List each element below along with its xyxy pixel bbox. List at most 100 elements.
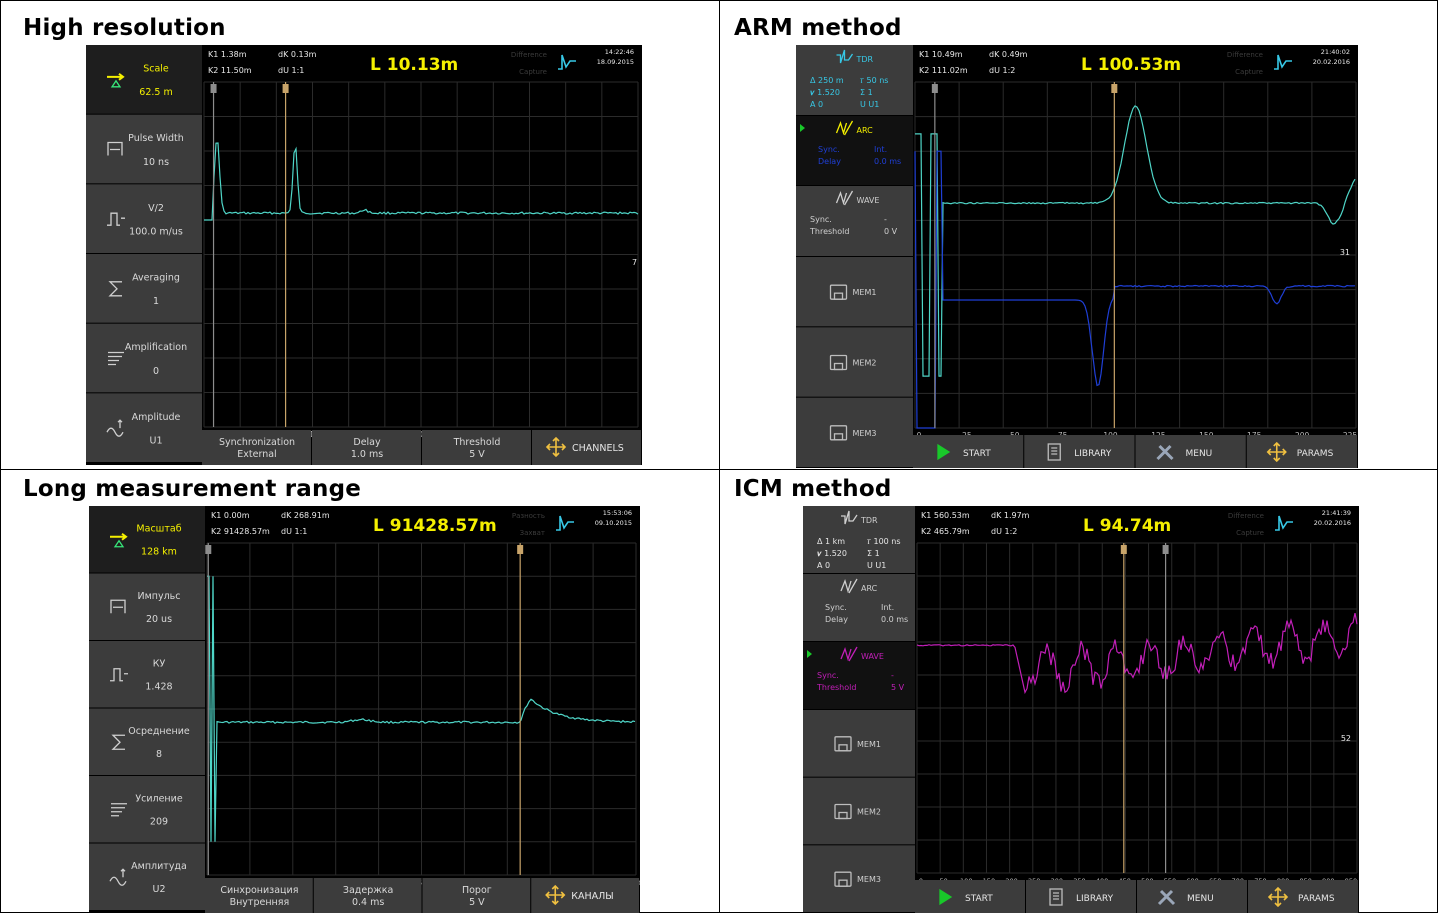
cursor-k2-handle[interactable] — [517, 545, 524, 554]
sidebar-item-velocity[interactable]: КУ 1.428 — [89, 641, 205, 708]
toolbar-button-bg[interactable] — [1248, 880, 1358, 913]
library-button[interactable]: LIBRARY — [1024, 435, 1135, 468]
mode-block-wave[interactable]: WAVE Sync. - Threshold 0 V — [796, 186, 913, 256]
toolbar-button-bg[interactable] — [1024, 435, 1135, 468]
cursor-k2-handle[interactable] — [282, 84, 289, 93]
toolbar-button-3[interactable]: CHANNELS — [532, 430, 641, 465]
toolbar-button-bg[interactable] — [313, 878, 422, 913]
clock-time: 14:22:46 — [605, 48, 634, 56]
toolbar-button-bg[interactable] — [422, 430, 531, 465]
start-button[interactable]: START — [915, 880, 1025, 913]
sidebar-item-bg[interactable] — [89, 776, 205, 843]
move-shape — [545, 436, 567, 458]
toolbar-button-3[interactable]: КАНАЛЫ — [531, 878, 639, 913]
sidebar-item-bg[interactable] — [89, 573, 205, 641]
memory-slot-bg[interactable] — [796, 397, 913, 467]
sidebar-item-bg[interactable] — [86, 184, 202, 253]
sidebar-item-sigma[interactable]: Averaging 1 — [86, 254, 202, 323]
signal-shape — [1274, 54, 1292, 70]
toolbar-button-bg[interactable] — [205, 878, 313, 913]
cursor-k1-handle[interactable] — [931, 84, 938, 93]
mode-block-bg[interactable] — [803, 506, 915, 573]
menu-button[interactable]: MENU — [1135, 435, 1246, 468]
params-button[interactable]: PARAMS — [1248, 880, 1358, 913]
sidebar-item-bg[interactable] — [89, 708, 205, 776]
mode-block-bg[interactable] — [796, 116, 913, 185]
screen-svg: TDR Δ 1 km 𝜏 100 ns 𝝂 1.520 Σ 1 A 0 U U1 ARC Syn… — [803, 506, 1358, 913]
sidebar-item-bg[interactable] — [86, 323, 202, 393]
sidebar-item-bg[interactable] — [89, 641, 205, 708]
sidebar-item-pulse-width[interactable]: Импульс 20 us — [89, 573, 205, 641]
sidebar-item-amplification[interactable]: Усиление 209 — [89, 776, 205, 843]
pulse-shape — [110, 599, 126, 614]
memory-slot-2[interactable]: MEM2 — [796, 327, 913, 397]
mode-block-bg[interactable] — [803, 642, 915, 709]
cursor-k2-handle[interactable] — [1111, 84, 1118, 93]
toolbar-button-bg[interactable] — [202, 430, 311, 465]
mode-block-tdr[interactable]: TDR Δ 250 m 𝜏 50 ns 𝝂 1.520 Σ 1 A 0 U U1 — [796, 45, 913, 115]
sidebar-item-scale[interactable]: Scale 62.5 m — [86, 45, 202, 114]
params-button[interactable]: PARAMS — [1246, 435, 1357, 468]
mode-block-arc[interactable]: ARC Sync. Int. Delay 0.0 ms — [803, 574, 915, 641]
start-button[interactable]: START — [913, 435, 1024, 468]
mode-block-bg[interactable] — [796, 45, 913, 115]
sidebar-item-bg[interactable] — [86, 114, 202, 184]
k1-readout: K1 10.49m — [919, 50, 963, 59]
memory-slot-bg[interactable] — [803, 777, 915, 845]
sidebar-item-velocity[interactable]: V/2 100.0 m/us — [86, 184, 202, 253]
memory-slot-bg[interactable] — [796, 327, 913, 397]
sidebar-item-amplitude[interactable]: Amplitude U1 — [86, 393, 202, 462]
bottom-toolbar: START LIBRARY MENU PARAMS — [915, 880, 1358, 913]
memory-slot-bg[interactable] — [803, 710, 915, 777]
sidebar-item-bg[interactable] — [89, 506, 205, 573]
memory-slot-1[interactable]: MEM1 — [796, 257, 913, 327]
cursor-k1-handle[interactable] — [1162, 545, 1169, 554]
library-button[interactable]: LIBRARY — [1026, 880, 1136, 913]
toolbar-button-bg[interactable] — [312, 430, 421, 465]
mode-block-wave[interactable]: WAVE Sync. - Threshold 5 V — [803, 642, 915, 709]
mode-block-bg[interactable] — [803, 574, 915, 641]
cursor-k1-handle[interactable] — [205, 545, 212, 554]
sidebar-item-bg[interactable] — [86, 45, 202, 114]
toolbar-button-bg[interactable] — [1137, 880, 1247, 913]
memory-slot-bg[interactable] — [796, 257, 913, 327]
sidebar-item-pulse-width[interactable]: Pulse Width 10 ns — [86, 114, 202, 184]
toolbar-button-bg[interactable] — [913, 435, 1024, 468]
toolbar-button-bg[interactable] — [1026, 880, 1136, 913]
mode-capture-label: Capture — [1236, 529, 1264, 537]
memory-slot-2[interactable]: MEM2 — [803, 777, 915, 845]
amplitude-icon — [109, 868, 127, 886]
toolbar-button-bg[interactable] — [422, 878, 531, 913]
toolbar-button-bg[interactable] — [1246, 435, 1357, 468]
reflectogram-trace — [204, 142, 639, 221]
sidebar-item-bg[interactable] — [86, 254, 202, 323]
memory-slot-1[interactable]: MEM1 — [803, 710, 915, 777]
toolbar-button-bg[interactable] — [1135, 435, 1246, 468]
signal-icon — [558, 54, 576, 70]
sidebar-item-sigma[interactable]: Осреднение 8 — [89, 708, 205, 776]
arc-shape — [835, 120, 854, 136]
memory-slot-3[interactable]: MEM3 — [803, 845, 915, 912]
sidebar-item-amplitude[interactable]: Амплитуда U2 — [89, 843, 205, 911]
memory-slot-3[interactable]: MEM3 — [796, 397, 913, 467]
mode-capture-label: Захват — [520, 529, 545, 537]
sidebar-item-bg[interactable] — [89, 843, 205, 911]
cursor-k1-handle[interactable] — [210, 84, 217, 93]
memory-slot-bg[interactable] — [803, 845, 915, 912]
sidebar-item-amplification[interactable]: Amplification 0 — [86, 323, 202, 393]
step-shape — [107, 212, 125, 226]
sidebar-item-scale[interactable]: Масштаб 128 km — [89, 506, 205, 573]
mode-block-bg[interactable] — [796, 186, 913, 256]
menu-button[interactable]: MENU — [1137, 880, 1247, 913]
cursor-k2-handle[interactable] — [1120, 545, 1127, 554]
toolbar-button-bg[interactable] — [915, 880, 1025, 913]
mode-block-tdr[interactable]: TDR Δ 1 km 𝜏 100 ns 𝝂 1.520 Σ 1 A 0 U U1 — [803, 506, 915, 573]
sidebar-item-bg[interactable] — [86, 393, 202, 462]
mode-block-arc[interactable]: ARC Sync. Int. Delay 0.0 ms — [796, 116, 913, 185]
